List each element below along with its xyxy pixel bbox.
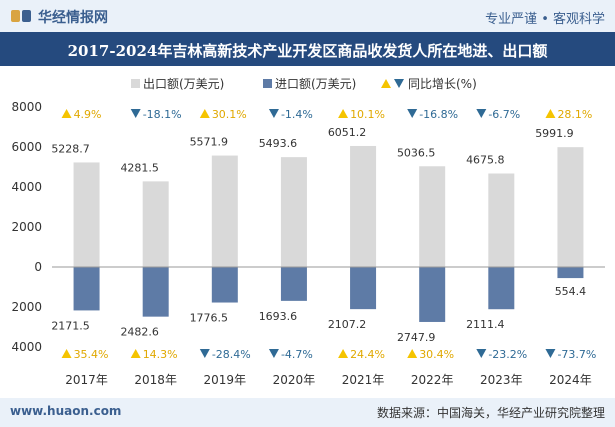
- export-bar: [419, 166, 446, 267]
- export-value-label: 5493.6: [259, 137, 298, 150]
- export-growth-down-icon: [407, 109, 418, 118]
- export-growth-label: -18.1%: [143, 108, 182, 121]
- export-growth-down-icon: [130, 109, 141, 118]
- import-bar: [419, 267, 446, 322]
- import-value-label: 2111.4: [466, 318, 505, 331]
- export-growth-up-icon: [199, 109, 210, 118]
- x-tick-label: 2023年: [480, 373, 523, 387]
- import-bar: [557, 267, 584, 279]
- x-tick-label: 2019年: [204, 373, 247, 387]
- footer-bar: [0, 398, 615, 427]
- y-tick-label: 4000: [11, 180, 42, 194]
- import-bar: [488, 267, 515, 310]
- legend-import-label: 进口额(万美元): [275, 77, 356, 91]
- import-value-label: 2107.2: [328, 318, 367, 331]
- import-value-label: 554.4: [555, 285, 587, 298]
- title-bar: [0, 32, 615, 66]
- import-export-chart: 出口额(万美元) 进口额(万美元) 同比增长(%) 8000 6000 4000 2000 0…: [11, 77, 605, 387]
- top-bar: [0, 0, 615, 32]
- y-tick-label: 8000: [11, 100, 42, 114]
- export-value-label: 4281.5: [120, 161, 159, 174]
- export-value-label: 5228.7: [51, 142, 90, 155]
- x-tick-label: 2018年: [134, 373, 177, 387]
- export-growth-label: -6.7%: [488, 108, 520, 121]
- import-bar: [280, 267, 307, 301]
- import-bar: [211, 267, 238, 303]
- export-value-label: 6051.2: [328, 126, 367, 139]
- y-tick-label: 0: [34, 260, 42, 274]
- data-source: 数据来源：中国海关，华经产业研究院整理: [376, 406, 605, 420]
- chart-title: 2017-2024年吉林高新技术产业开发区商品收发货人所在地进、出口额: [67, 42, 548, 60]
- import-bar: [350, 267, 377, 310]
- import-value-label: 2747.9: [397, 331, 436, 344]
- legend-export-swatch: [131, 79, 140, 88]
- import-growth-down-icon: [545, 349, 556, 358]
- import-value-label: 2482.6: [120, 326, 159, 339]
- import-value-label: 2171.5: [51, 319, 90, 332]
- export-growth-up-icon: [338, 109, 349, 118]
- export-growth-up-icon: [61, 109, 72, 118]
- legend-down-triangle-icon: [394, 79, 404, 88]
- import-growth-up-icon: [130, 349, 141, 358]
- x-tick-label: 2020年: [273, 373, 316, 387]
- export-growth-label: -16.8%: [419, 108, 458, 121]
- export-growth-label: -1.4%: [281, 108, 313, 121]
- legend-up-triangle-icon: [381, 79, 391, 88]
- import-value-label: 1693.6: [259, 310, 298, 323]
- export-value-label: 5571.9: [190, 136, 229, 149]
- import-bar: [73, 267, 100, 311]
- export-growth-label: 28.1%: [557, 108, 592, 121]
- import-growth-down-icon: [199, 349, 210, 358]
- import-growth-label: 14.3%: [143, 348, 178, 361]
- export-bar: [73, 162, 100, 267]
- export-growth-down-icon: [476, 109, 487, 118]
- import-growth-up-icon: [61, 349, 72, 358]
- export-bar: [142, 181, 169, 267]
- y-tick-label: 4000: [11, 340, 42, 354]
- export-growth-up-icon: [545, 109, 556, 118]
- export-growth-label: 4.9%: [74, 108, 102, 121]
- x-tick-label: 2017年: [65, 373, 108, 387]
- import-growth-up-icon: [338, 349, 349, 358]
- import-growth-label: -73.7%: [557, 348, 596, 361]
- y-tick-label: 6000: [11, 140, 42, 154]
- legend-growth-label: 同比增长(%): [408, 77, 477, 91]
- import-growth-label: 24.4%: [350, 348, 385, 361]
- import-growth-label: -4.7%: [281, 348, 313, 361]
- import-growth-label: 35.4%: [74, 348, 109, 361]
- import-growth-label: -28.4%: [212, 348, 251, 361]
- import-growth-down-icon: [476, 349, 487, 358]
- x-tick-label: 2024年: [549, 373, 592, 387]
- export-bar: [557, 147, 584, 267]
- import-value-label: 1776.5: [190, 312, 229, 325]
- huajing-logo-icon: [11, 10, 31, 22]
- export-bar: [280, 157, 307, 267]
- export-value-label: 5991.9: [535, 127, 574, 140]
- legend-import-swatch: [263, 79, 272, 88]
- export-value-label: 4675.8: [466, 153, 505, 166]
- x-tick-label: 2021年: [342, 373, 385, 387]
- import-growth-label: -23.2%: [488, 348, 527, 361]
- legend-export-label: 出口额(万美元): [143, 77, 224, 91]
- import-growth-down-icon: [268, 349, 279, 358]
- export-growth-label: 10.1%: [350, 108, 385, 121]
- tagline: 专业严谨 • 客观科学: [485, 12, 605, 27]
- export-bar: [350, 145, 377, 267]
- site-url: www.huaon.com: [10, 404, 122, 418]
- export-bar: [211, 155, 238, 267]
- y-tick-label: 2000: [11, 300, 42, 314]
- import-growth-label: 30.4%: [419, 348, 454, 361]
- export-growth-label: 30.1%: [212, 108, 247, 121]
- brand-name: 华经情报网: [38, 10, 108, 26]
- import-growth-up-icon: [407, 349, 418, 358]
- export-growth-down-icon: [268, 109, 279, 118]
- x-tick-label: 2022年: [411, 373, 454, 387]
- import-bar: [142, 267, 169, 317]
- y-tick-label: 2000: [11, 220, 42, 234]
- export-bar: [488, 173, 515, 267]
- export-value-label: 5036.5: [397, 146, 436, 159]
